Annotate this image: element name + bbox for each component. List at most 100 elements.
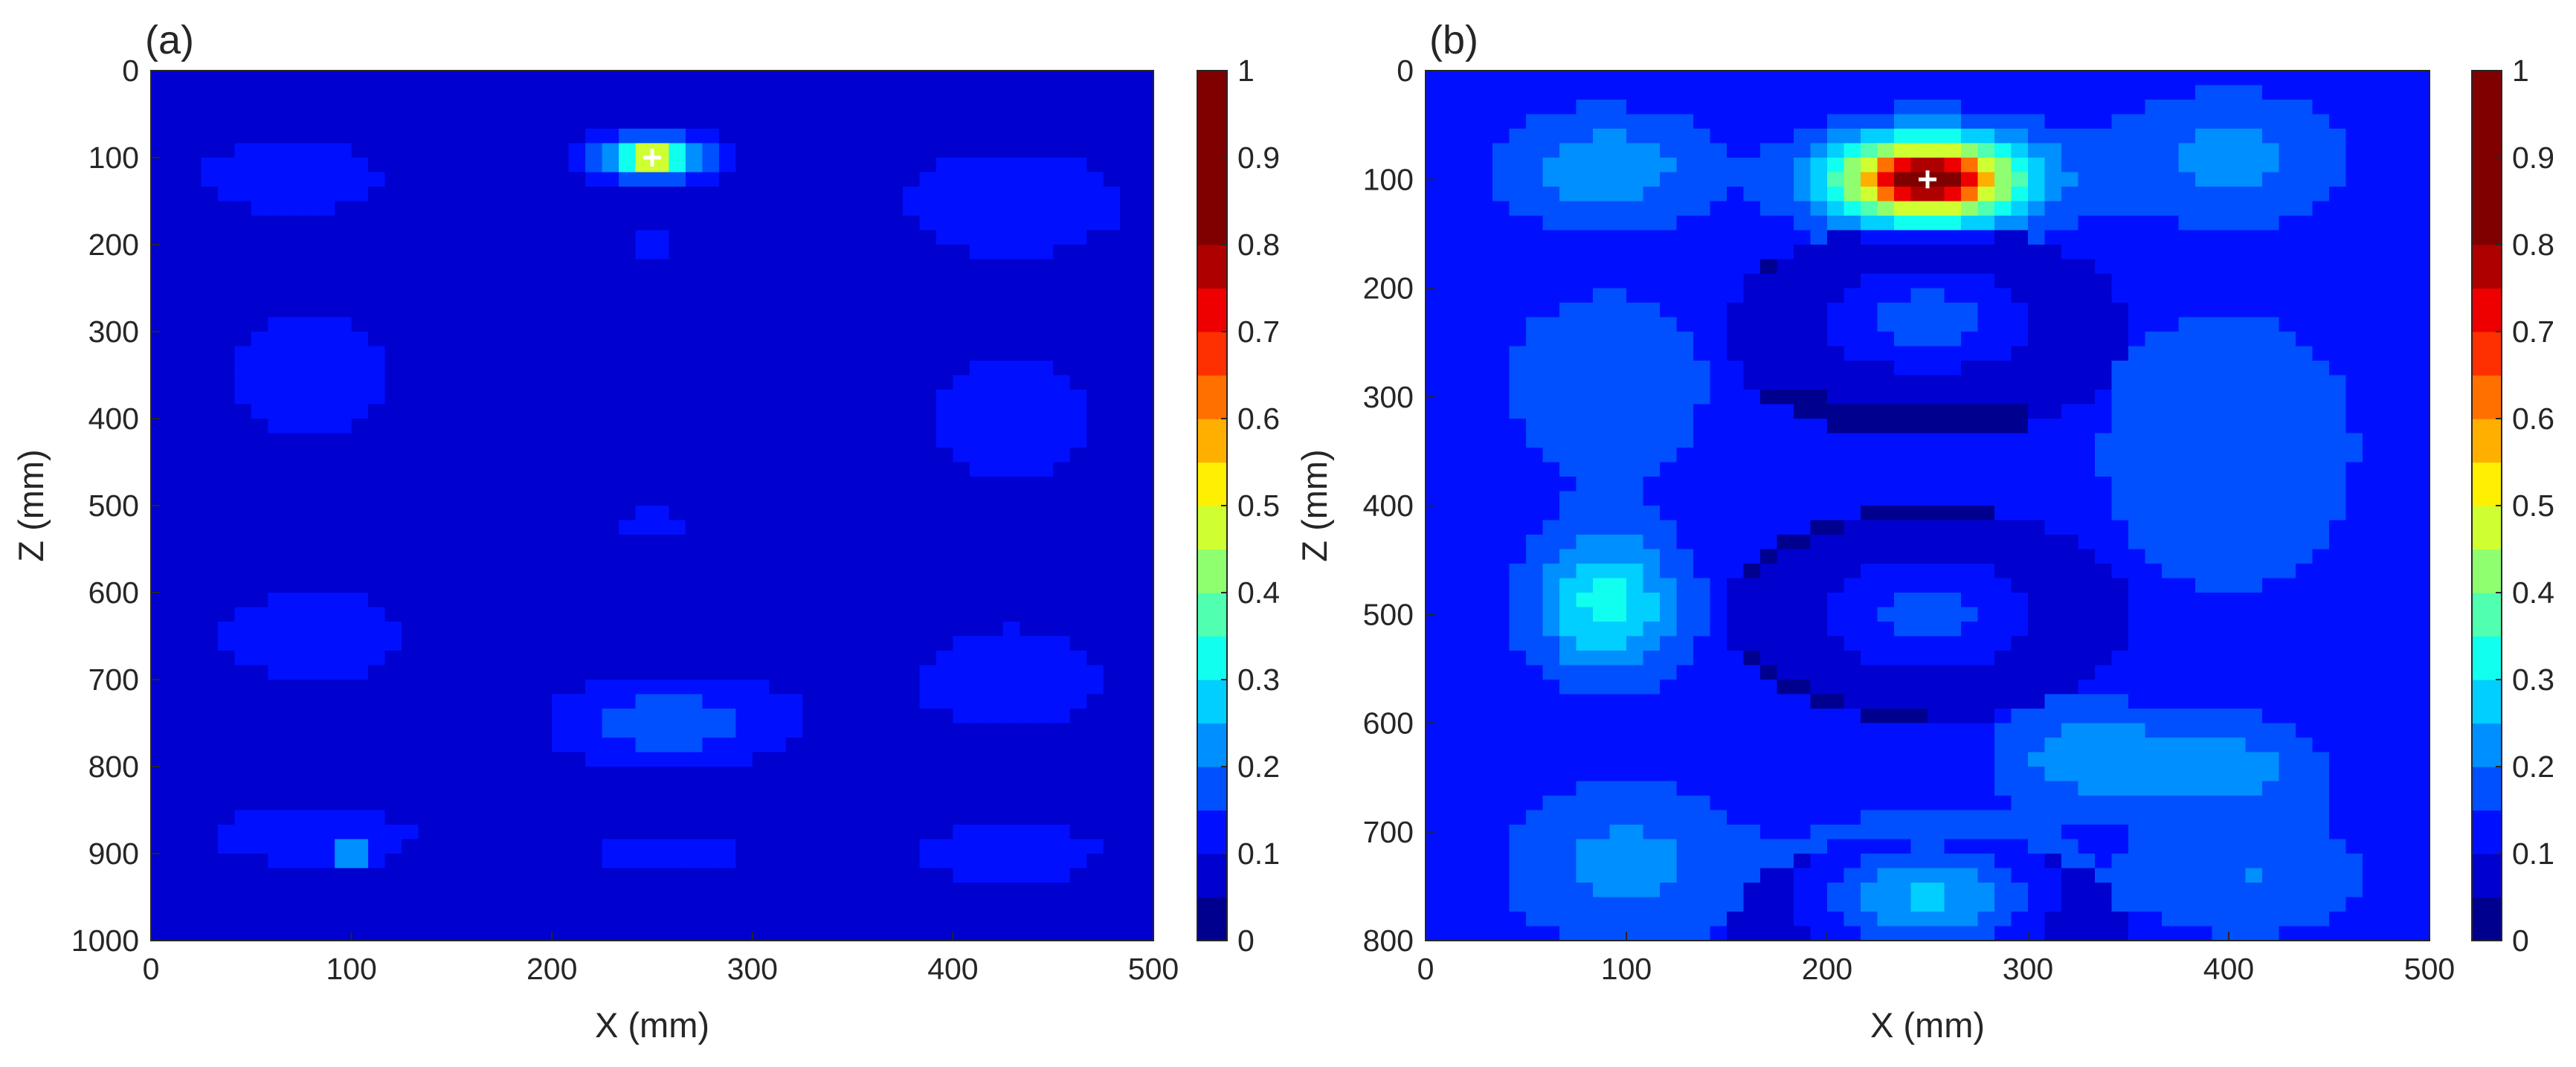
heatmap-cell [1760, 187, 1778, 202]
heatmap-cell [1727, 462, 1745, 477]
heatmap-cell [501, 825, 519, 840]
heatmap-cell [217, 433, 235, 448]
heatmap-cell [886, 839, 904, 854]
heatmap-cell [852, 636, 870, 651]
heatmap-cell [284, 578, 302, 593]
heatmap-cell [1576, 216, 1594, 231]
heatmap-cell [919, 810, 937, 825]
heatmap-cell [268, 564, 286, 579]
heatmap-cell [1660, 375, 1678, 390]
heatmap-cell [1493, 172, 1510, 187]
heatmap-cell [886, 665, 904, 680]
heatmap-cell [685, 651, 703, 666]
heatmap-cell [1053, 216, 1071, 231]
heatmap-cell [217, 477, 235, 492]
panel-label-a: (a) [145, 18, 194, 62]
heatmap-cell [1426, 332, 1443, 347]
heatmap-cell [619, 549, 637, 564]
heatmap-cell [1526, 172, 1544, 187]
source-marker-a [643, 149, 661, 167]
heatmap-cell [585, 607, 603, 622]
heatmap-cell [1509, 810, 1527, 825]
heatmap-cell [1760, 767, 1778, 782]
heatmap-cell [268, 709, 286, 724]
heatmap-cell [1493, 723, 1510, 738]
heatmap-cell [1426, 245, 1443, 260]
heatmap-cell [418, 143, 436, 158]
heatmap-cell [1526, 245, 1544, 260]
heatmap-cell [1426, 375, 1443, 390]
heatmap-cell [1542, 491, 1560, 506]
heatmap-cell [1559, 303, 1577, 318]
heatmap-cell [685, 259, 703, 274]
heatmap-cell [167, 404, 185, 419]
heatmap-cell [268, 303, 286, 318]
heatmap-cell [1727, 361, 1745, 376]
heatmap-cell [702, 259, 720, 274]
heatmap-cell [318, 317, 335, 332]
heatmap-cell [1053, 607, 1071, 622]
heatmap-cell [434, 477, 452, 492]
heatmap-cell [284, 100, 302, 115]
heatmap-cell [1020, 375, 1037, 390]
heatmap-cell [619, 158, 637, 173]
heatmap-cell [1676, 752, 1694, 767]
heatmap-cell [368, 535, 386, 550]
heatmap-cell [635, 172, 653, 187]
heatmap-cell [986, 535, 1004, 550]
x-tick-label: 100 [326, 952, 376, 986]
heatmap-cell [151, 767, 169, 782]
heatmap-cell [1526, 752, 1544, 767]
heatmap-cell [384, 636, 402, 651]
heatmap-cell [1626, 85, 1644, 100]
heatmap-cell [1710, 245, 1727, 260]
heatmap-cell [802, 709, 820, 724]
heatmap-cell [284, 781, 302, 796]
heatmap-cell [752, 506, 770, 521]
heatmap-cell [1020, 361, 1037, 376]
heatmap-cell [402, 767, 419, 782]
heatmap-cell [802, 143, 820, 158]
heatmap-cell [635, 926, 653, 941]
heatmap-cell [702, 535, 720, 550]
heatmap-cell [1509, 607, 1527, 622]
heatmap-cell [1426, 506, 1443, 521]
heatmap-cell [619, 303, 637, 318]
heatmap-cell [1002, 564, 1020, 579]
heatmap-cell [1760, 897, 1778, 912]
heatmap-cell [936, 129, 953, 144]
heatmap-cell [1036, 781, 1054, 796]
heatmap-cell [735, 172, 753, 187]
heatmap-cells-b [1426, 71, 2430, 941]
heatmap-cell [1442, 404, 1460, 419]
heatmap-cell [1643, 839, 1661, 854]
heatmap-cell [602, 230, 619, 245]
heatmap-cell [535, 593, 553, 608]
heatmap-cell [167, 114, 185, 129]
heatmap-cell [1743, 767, 1761, 782]
colorbar-segment [1197, 201, 1227, 245]
heatmap-cell [284, 694, 302, 709]
heatmap-cell [953, 607, 970, 622]
heatmap-cell [552, 448, 570, 463]
heatmap-cell [585, 883, 603, 898]
heatmap-cell [151, 100, 169, 115]
heatmap-cell [1727, 477, 1745, 492]
heatmap-cell [167, 419, 185, 434]
heatmap-cell [669, 129, 686, 144]
heatmap-cell [1676, 288, 1694, 303]
heatmap-cell [318, 709, 335, 724]
heatmap-cell [1743, 578, 1761, 593]
heatmap-cell [1777, 448, 1794, 463]
heatmap-cell [301, 462, 319, 477]
heatmap-cell [702, 419, 720, 434]
heatmap-cell [903, 810, 921, 825]
heatmap-cell [1103, 375, 1121, 390]
heatmap-cell [652, 201, 670, 216]
heatmap-cell [201, 694, 219, 709]
heatmap-cell [585, 433, 603, 448]
heatmap-cell [434, 201, 452, 216]
heatmap-cell [635, 346, 653, 361]
heatmap-cell [268, 506, 286, 521]
heatmap-cell [886, 448, 904, 463]
